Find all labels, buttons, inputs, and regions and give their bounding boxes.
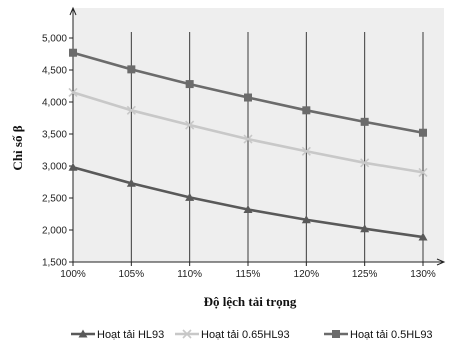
legend-item-1: Hoạt tải HL93 [71,329,164,341]
data-point [127,65,136,74]
y-tick-label: 3,500 [42,130,67,141]
data-point [360,224,370,233]
series-group [68,48,428,241]
y-axis-title: Chỉ số β [10,125,25,170]
data-point [302,106,311,115]
data-point [244,93,252,102]
y-tick-label: 1,500 [42,258,67,269]
legend-item-2: Hoạt tải 0.65HL93 [175,329,290,341]
x-tick-label: 130% [410,269,436,280]
y-tick-label: 2,000 [42,226,67,237]
data-point [301,146,311,156]
y-tick-label: 4,500 [42,66,67,77]
y-axis-arrow [69,6,77,16]
x-marker-stroke [360,158,370,168]
data-point [360,158,370,168]
legend-marker [78,329,88,338]
x-marker-stroke [182,329,192,339]
legend: Hoạt tải HL93 Hoạt tải 0.65HL93 Hoạt tải 0… [71,329,433,341]
x-tick-labels: 100% 105% 110% 115% 120% 125% 130% [60,269,436,280]
data-point [68,87,78,97]
data-point [69,48,77,57]
x-tick-label: 105% [119,269,145,280]
series-2 [68,87,428,177]
x-axis-arrow [436,258,446,266]
data-point [68,162,78,171]
data-point [419,128,427,137]
x-marker-stroke [126,105,136,115]
y-tick-label: 3,000 [42,162,67,173]
x-marker-stroke [68,87,78,97]
data-point [243,134,253,144]
data-point [126,105,136,115]
x-marker-stroke [301,146,311,156]
data-point [185,192,195,201]
data-point [126,178,136,187]
data-point [360,117,369,126]
legend-label: Hoạt tải 0.5HL93 [350,329,433,341]
gridlines [130,32,424,262]
x-tick-label: 115% [236,269,261,280]
series-3 [69,48,427,137]
data-point [185,120,195,130]
series-1 [68,162,428,241]
x-tick-label: 110% [177,269,202,280]
plot-area [73,8,444,262]
legend-label: Hoạt tải HL93 [97,329,164,341]
x-marker-stroke [418,167,428,177]
x-tick-label: 120% [294,269,320,280]
y-tick-label: 4,000 [42,98,67,109]
y-tick-labels: 1,500 2,000 2,500 3,000 3,500 4,000 4,500 5,000 [42,34,67,269]
y-tick-label: 5,000 [42,34,67,45]
x-tick-label: 125% [352,269,378,280]
x-marker-stroke [185,120,195,130]
legend-marker [182,329,192,339]
legend-item-3: Hoạt tải 0.5HL93 [324,329,433,341]
data-point [185,80,194,89]
x-marker-stroke [243,134,253,144]
data-point [301,215,311,224]
data-point [418,232,428,241]
y-tick-label: 2,500 [42,194,67,205]
legend-marker [332,330,340,338]
x-tick-label: 100% [60,269,86,280]
data-point [243,205,253,214]
legend-label: Hoạt tải 0.65HL93 [201,329,290,341]
data-point [418,167,428,177]
x-axis-title: Độ lệch tải trọng [204,294,297,309]
